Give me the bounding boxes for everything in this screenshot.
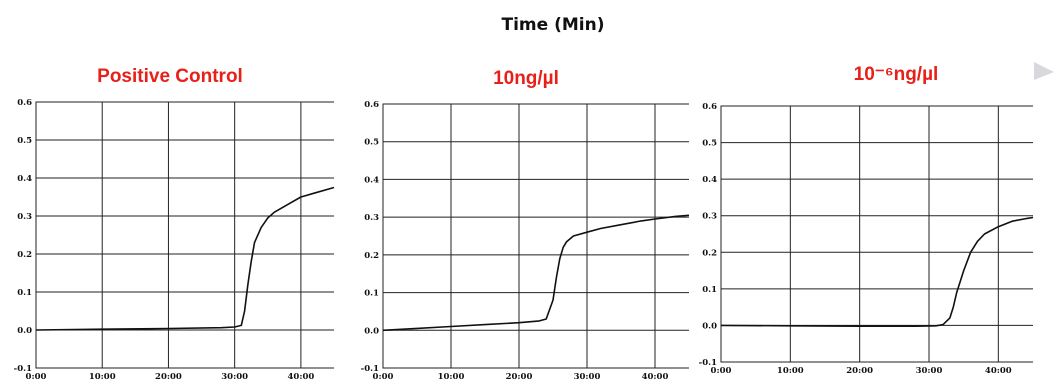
y-tick-label: 0.5: [364, 138, 379, 148]
figure-title: Time (Min): [502, 15, 605, 35]
y-tick-label: 0.4: [702, 175, 717, 185]
y-tick-label: 0.6: [364, 100, 379, 110]
y-tick-label: -0.1: [361, 364, 379, 374]
chart-panel-2: 10ng/µl -0.1 0.0 0.1 0.2 0.3 0.4 0.5 0.6 0:00 10:0…: [361, 68, 690, 382]
y-tick-label: 0.4: [17, 174, 32, 184]
corner-mark-icon: [1034, 62, 1054, 80]
y-tick-label: 0.1: [364, 289, 379, 299]
x-tick-label: 40:00: [642, 372, 669, 382]
x-tick-label: 10:00: [89, 372, 116, 382]
y-tick-label: 0.0: [364, 326, 379, 336]
x-tick-label: 10:00: [777, 366, 804, 376]
chart-title: 10⁻⁶ng/µl: [854, 64, 939, 85]
x-tick-label: 40:00: [287, 372, 314, 382]
y-tick-label: 0.0: [702, 321, 717, 331]
y-tick-label: 0.5: [702, 139, 717, 149]
x-tick-label: 30:00: [916, 366, 943, 376]
panels: Positive Control -0.1 0.0 0.1 0.2 0.3 0.4 0.5 0.…: [14, 64, 1034, 382]
y-tick-label: 0.2: [702, 248, 717, 258]
x-tick-label: 30:00: [574, 372, 601, 382]
chart-panel-1: Positive Control -0.1 0.0 0.1 0.2 0.3 0.4 0.5 0.…: [14, 66, 335, 382]
x-tick-label: 0:00: [373, 372, 394, 382]
y-tick-label: -0.1: [699, 358, 717, 368]
y-tick-label: 0.2: [17, 250, 32, 260]
y-tick-label: -0.1: [14, 364, 32, 374]
series-line-1: [382, 214, 690, 332]
x-tick-label: 0:00: [26, 372, 47, 382]
x-tick-label: 0:00: [711, 366, 732, 376]
y-tick-label: 0.4: [364, 175, 379, 185]
y-tick-label: 0.3: [364, 213, 379, 223]
plot-frame: [720, 105, 1033, 363]
plot-frame: [35, 101, 334, 369]
y-tick-label: 0.3: [702, 212, 717, 222]
x-tick-label: 30:00: [221, 372, 248, 382]
y-tick-label: 0.5: [17, 136, 32, 146]
plot-frame: [382, 103, 689, 369]
x-tick-label: 20:00: [155, 372, 182, 382]
y-tick-label: 0.6: [17, 98, 32, 108]
chart-panel-3: 10⁻⁶ng/µl -0.1 0.0 0.1 0.2 0.3 0.4 0.5 0.6 0:00 10…: [699, 64, 1034, 376]
x-tick-label: 40:00: [985, 366, 1012, 376]
x-tick-label: 20:00: [506, 372, 533, 382]
y-tick-label: 0.3: [17, 212, 32, 222]
series-line-1: [35, 186, 335, 331]
y-tick-label: 0.1: [702, 285, 717, 295]
chart-title: 10ng/µl: [493, 68, 559, 89]
x-tick-label: 10:00: [438, 372, 465, 382]
series-line-1: [720, 216, 1034, 327]
y-tick-label: 0.0: [17, 326, 32, 336]
y-tick-label: 0.6: [702, 102, 717, 112]
y-tick-label: 0.1: [17, 288, 32, 298]
y-tick-label: 0.2: [364, 251, 379, 261]
chart-title: Positive Control: [97, 66, 243, 87]
x-tick-label: 20:00: [846, 366, 873, 376]
